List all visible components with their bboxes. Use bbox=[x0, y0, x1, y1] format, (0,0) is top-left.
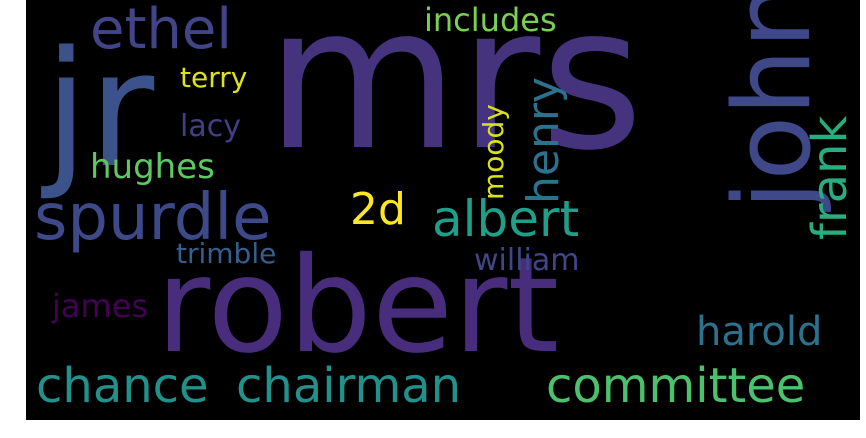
word-hughes: hughes bbox=[90, 147, 215, 187]
word-jr: jr bbox=[44, 16, 155, 203]
word-frank: frank bbox=[802, 115, 858, 240]
word-cloud: mrs robert jr john spurdle ethel include… bbox=[26, 0, 860, 420]
word-harold: harold bbox=[696, 309, 823, 355]
word-william: william bbox=[474, 243, 580, 278]
word-committee: committee bbox=[546, 358, 806, 414]
word-chance: chance bbox=[36, 358, 209, 414]
word-spurdle: spurdle bbox=[34, 181, 272, 255]
word-henry: henry bbox=[518, 77, 569, 204]
word-includes: includes bbox=[424, 1, 557, 39]
word-lacy: lacy bbox=[180, 109, 241, 144]
word-mrs: mrs bbox=[266, 0, 644, 194]
word-robert: robert bbox=[156, 229, 560, 383]
word-trimble: trimble bbox=[176, 237, 277, 270]
word-terry: terry bbox=[180, 61, 248, 94]
word-chairman: chairman bbox=[236, 358, 462, 414]
word-moody: moody bbox=[477, 104, 510, 200]
word-james: james bbox=[52, 287, 149, 325]
word-2d: 2d bbox=[350, 184, 406, 235]
word-ethel: ethel bbox=[90, 0, 232, 62]
word-albert: albert bbox=[432, 190, 580, 248]
